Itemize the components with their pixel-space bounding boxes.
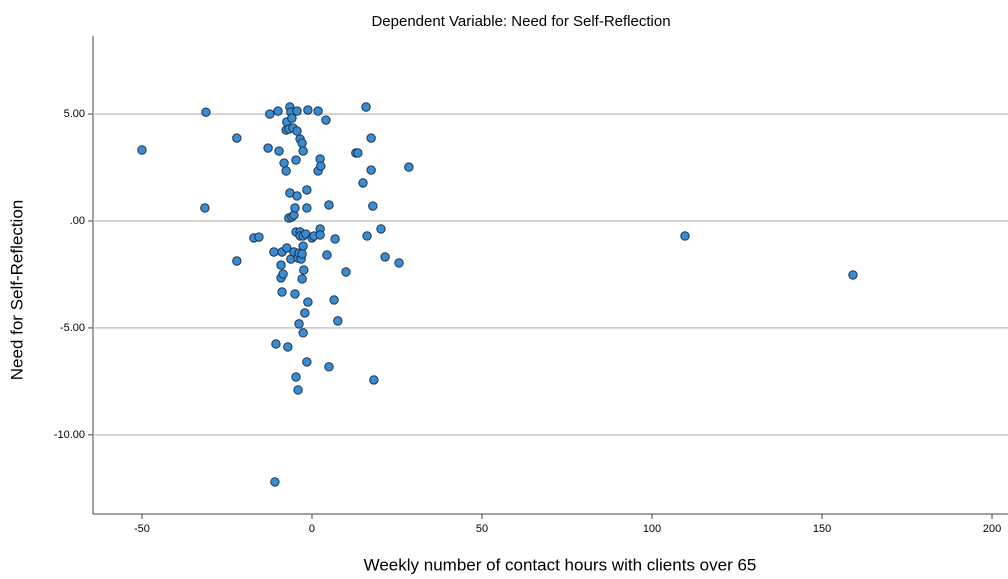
point — [270, 477, 280, 487]
point — [366, 165, 376, 175]
point — [358, 178, 368, 188]
point — [137, 145, 147, 155]
point — [232, 256, 242, 266]
y-axis-label: Need for Self-Reflection — [7, 200, 26, 380]
point — [380, 252, 390, 262]
point — [366, 133, 376, 143]
point — [376, 224, 386, 234]
point — [273, 106, 283, 116]
point — [283, 342, 293, 352]
point — [298, 241, 308, 251]
y-tick-label: -5.00 — [60, 322, 85, 334]
point — [265, 109, 275, 119]
point — [302, 203, 312, 213]
point — [321, 115, 331, 125]
point — [313, 106, 323, 116]
point — [292, 191, 302, 201]
x-tick-label: -50 — [134, 523, 150, 535]
y-tick-label: 5.00 — [64, 108, 85, 120]
point — [298, 146, 308, 156]
chart-title: Dependent Variable: Need for Self-Reflec… — [371, 13, 670, 30]
point — [300, 308, 310, 318]
point — [362, 231, 372, 241]
y-tick-label: -10.00 — [54, 429, 85, 441]
point — [680, 231, 690, 241]
point — [292, 106, 302, 116]
point — [848, 270, 858, 280]
point — [330, 234, 340, 244]
x-tick-label: 100 — [643, 523, 661, 535]
point — [353, 148, 363, 158]
point — [297, 249, 307, 259]
point — [277, 287, 287, 297]
point — [271, 339, 281, 349]
point — [269, 247, 279, 257]
point — [297, 138, 307, 148]
point — [263, 143, 273, 153]
x-tick-label: 150 — [813, 523, 831, 535]
x-tick-label: 200 — [983, 523, 1001, 535]
point — [287, 113, 297, 123]
x-tick-label: 0 — [309, 523, 315, 535]
point — [315, 230, 325, 240]
x-axis-label: Weekly number of contact hours with clie… — [364, 555, 757, 574]
point — [329, 295, 339, 305]
point — [200, 203, 210, 213]
point — [333, 316, 343, 326]
point — [278, 269, 288, 279]
point — [294, 319, 304, 329]
x-tick-label: 50 — [476, 523, 488, 535]
point — [361, 102, 371, 112]
point — [232, 133, 242, 143]
point — [341, 267, 351, 277]
point — [282, 243, 292, 253]
point — [290, 203, 300, 213]
point — [297, 274, 307, 284]
point — [293, 385, 303, 395]
point — [404, 162, 414, 172]
point — [302, 185, 312, 195]
point — [276, 260, 286, 270]
point — [324, 362, 334, 372]
point — [368, 201, 378, 211]
point — [303, 105, 313, 115]
point — [394, 258, 404, 268]
point — [281, 166, 291, 176]
point — [369, 375, 379, 385]
point — [303, 297, 313, 307]
point — [290, 289, 300, 299]
point — [302, 357, 312, 367]
point — [299, 265, 309, 275]
point — [324, 200, 334, 210]
point — [274, 146, 284, 156]
point — [291, 155, 301, 165]
point — [292, 126, 302, 136]
point — [201, 107, 211, 117]
point — [316, 161, 326, 171]
y-tick-label: .00 — [70, 215, 85, 227]
point — [298, 328, 308, 338]
point — [291, 372, 301, 382]
point — [279, 158, 289, 168]
point — [254, 232, 264, 242]
point — [322, 250, 332, 260]
